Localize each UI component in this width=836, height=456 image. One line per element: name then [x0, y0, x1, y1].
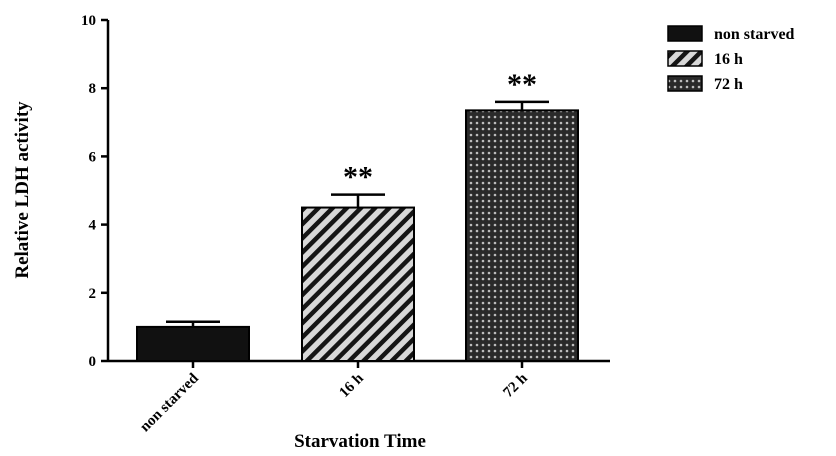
legend: non starved 16 h 72 h [667, 25, 795, 93]
bar-non-starved [136, 325, 250, 362]
y-tick-label: 10 [81, 13, 96, 29]
x-axis-title: Starvation Time [294, 431, 426, 452]
legend-swatch [667, 75, 703, 92]
y-tick-label: 4 [89, 218, 97, 234]
bar-16-h [301, 206, 415, 362]
legend-swatch [667, 50, 703, 67]
x-tick-label: 72 h [500, 370, 531, 401]
y-tick-label: 2 [89, 286, 97, 302]
legend-label: 72 h [714, 76, 743, 93]
x-tick-label: non starved [137, 370, 202, 435]
legend-label: non starved [714, 26, 795, 43]
bar-72-h [465, 109, 579, 362]
significance-label: ** [343, 161, 373, 194]
y-axis-title: Relative LDH activity [12, 101, 33, 279]
bars: ** ** [136, 68, 579, 362]
y-tick-label: 6 [89, 149, 97, 165]
x-tick-label: 16 h [336, 370, 367, 401]
legend-swatch [667, 25, 703, 42]
y-tick-label: 0 [89, 354, 97, 370]
x-ticks: non starved 16 h 72 h [137, 361, 531, 435]
legend-label: 16 h [714, 51, 743, 68]
y-ticks: 0 2 4 6 8 10 [81, 13, 108, 370]
y-tick-label: 8 [89, 81, 97, 97]
significance-label: ** [507, 68, 537, 101]
